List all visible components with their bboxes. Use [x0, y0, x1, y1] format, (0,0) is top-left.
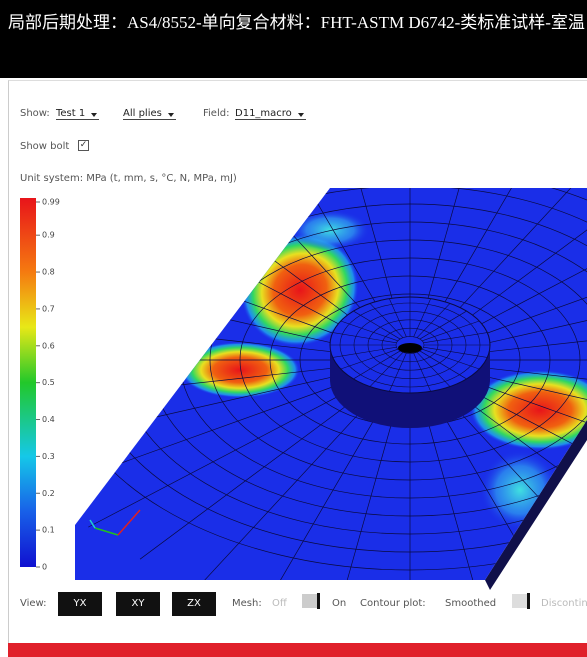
field-dropdown[interactable]: D11_macro	[235, 108, 306, 120]
page-title: 局部后期处理：AS4/8552-单向复合材料：FHT-ASTM D6742-类标…	[0, 0, 587, 78]
show-bolt-label: Show bolt	[20, 141, 69, 152]
view-label: View:	[20, 598, 47, 609]
footer-bar	[8, 643, 587, 657]
mesh-off: Off	[272, 598, 287, 609]
unit-system: Unit system: MPa (t, mm, s, °C, N, MPa, …	[20, 173, 237, 184]
mesh-label: Mesh:	[232, 598, 262, 609]
mesh-toggle[interactable]	[302, 594, 320, 608]
show-bolt-checkbox[interactable]: ✓	[78, 140, 89, 151]
contour-smoothed: Smoothed	[445, 598, 496, 609]
panel	[8, 80, 587, 644]
screen: 0.990.90.80.70.60.50.40.30.20.10 局部后期处理：…	[0, 0, 587, 657]
field-label: Field:	[203, 108, 229, 119]
contour-discontinuous: Discontinuous	[541, 598, 587, 609]
view-button[interactable]: XY	[116, 592, 160, 616]
plies-dropdown[interactable]: All plies	[123, 108, 176, 120]
test-dropdown[interactable]: Test 1	[56, 108, 99, 120]
view-button[interactable]: YX	[58, 592, 102, 616]
contour-label: Contour plot:	[360, 598, 426, 609]
contour-toggle[interactable]	[512, 594, 530, 608]
mesh-on: On	[332, 598, 346, 609]
show-label: Show:	[20, 108, 50, 119]
view-button[interactable]: ZX	[172, 592, 216, 616]
